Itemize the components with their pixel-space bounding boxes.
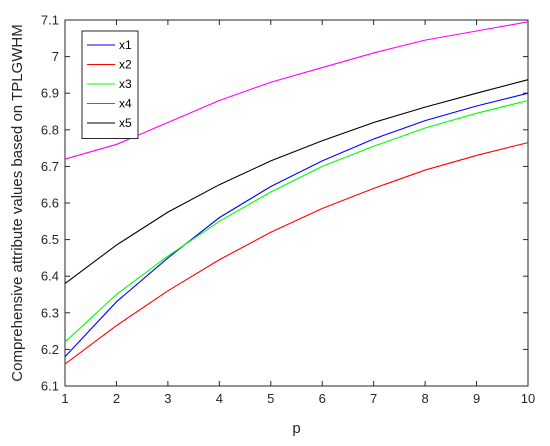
y-axis-label: Comprehensive attribute values based on …: [9, 24, 26, 381]
y-tick-label: 6.3: [41, 305, 59, 320]
legend-label-x3: x3: [119, 77, 132, 91]
series-line-x4: [64, 21, 529, 160]
y-tick-label: 6.2: [41, 342, 59, 357]
y-tick-label: 6.6: [41, 196, 59, 211]
y-tick-label: 6.7: [41, 159, 59, 174]
y-tick-label: 6.9: [41, 86, 59, 101]
legend-label-x1: x1: [119, 38, 132, 52]
x-tick-label: 2: [113, 391, 120, 406]
series-line-x1: [64, 92, 529, 358]
series-line-x2: [64, 142, 529, 365]
y-tick-label: 6.1: [41, 379, 59, 394]
x-tick-label: 1: [61, 391, 68, 406]
series-line-x3: [64, 99, 529, 343]
x-tick-label: 7: [370, 391, 377, 406]
x-tick-label: 8: [421, 391, 428, 406]
plot-area: [64, 19, 529, 387]
y-tick-label: 6.4: [41, 269, 59, 284]
x-axis-label: p: [292, 420, 300, 437]
x-tick-label: 5: [267, 391, 274, 406]
y-tick-label: 7.1: [41, 13, 59, 28]
legend-label-x4: x4: [119, 97, 132, 111]
axis-ticks: 1 2 3 4 5 6 7 8 9 10 6.1 6.2 6.3 6.4 6.5 6.6 6.7 6.8 6.9 7 7…: [41, 13, 535, 407]
x-tick-label: 6: [319, 391, 326, 406]
y-tick-label: 7: [52, 49, 59, 64]
y-tick-label: 6.8: [41, 122, 59, 137]
x-tick-label: 4: [216, 391, 223, 406]
legend-box: [81, 30, 139, 139]
y-tick-label: 6.5: [41, 232, 59, 247]
series-lines: [64, 21, 529, 365]
x-tick-label: 9: [473, 391, 480, 406]
x-tick-label: 10: [521, 391, 535, 406]
x-tick-label: 3: [164, 391, 171, 406]
legend-label-x2: x2: [119, 58, 132, 72]
series-line-x5: [64, 79, 529, 284]
legend-label-x5: x5: [119, 116, 132, 130]
legend: x1 x2 x3 x4 x5: [81, 30, 139, 139]
